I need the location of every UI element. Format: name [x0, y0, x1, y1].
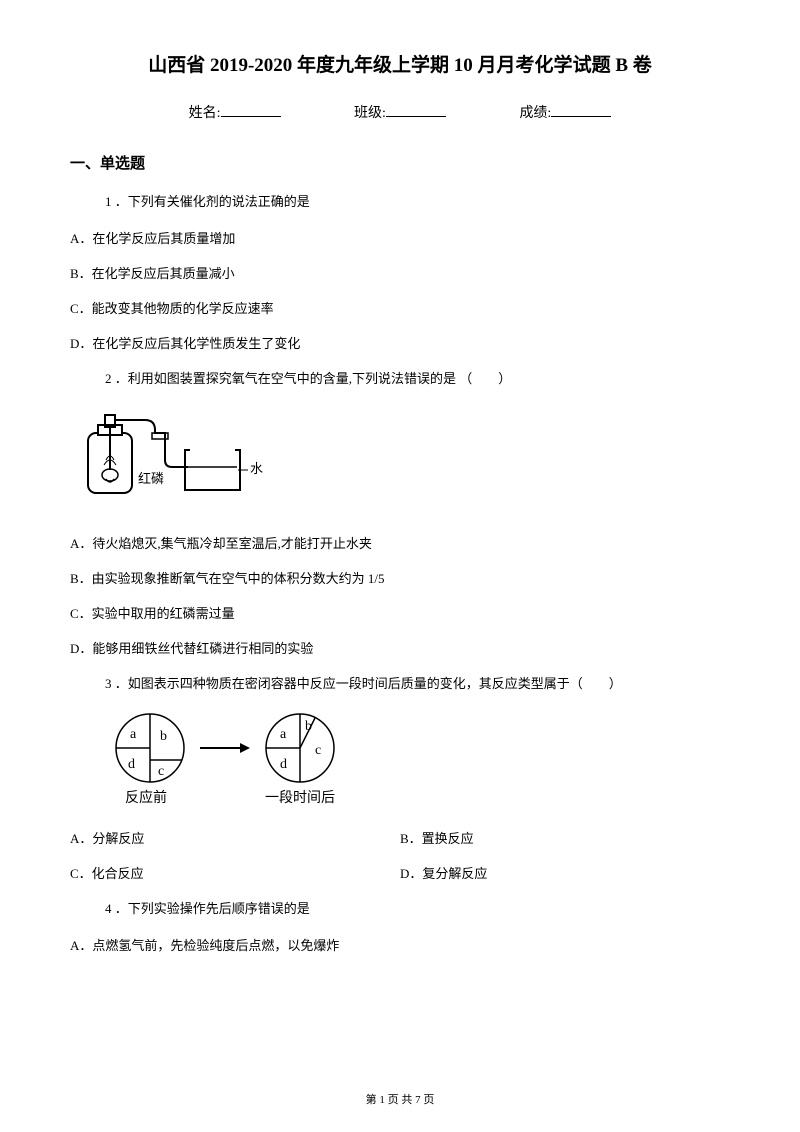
svg-text:d: d [280, 757, 287, 772]
q4-option-a: A．点燃氢气前，先检验纯度后点燃，以免爆炸 [70, 935, 730, 954]
q3-option-b: B．置换反应 [400, 828, 730, 847]
question-2-text: 2 ．利用如图装置探究氧气在空气中的含量,下列说法错误的是 （ ） [105, 368, 730, 387]
q2-option-a: A．待火焰熄灭,集气瓶冷却至室温后,才能打开止水夹 [70, 533, 730, 552]
water-label: 水 [250, 461, 263, 476]
svg-text:b: b [305, 719, 312, 734]
class-blank[interactable] [386, 116, 446, 117]
q1-option-b: B．在化学反应后其质量减小 [70, 263, 730, 282]
q2-diagram: 红磷 水 [70, 405, 730, 515]
svg-text:a: a [130, 727, 137, 742]
question-3-text: 3 ．如图表示四种物质在密闭容器中反应一段时间后质量的变化，其反应类型属于（ ） [105, 673, 730, 692]
section-header: 一、单选题 [70, 152, 730, 173]
question-1-text: 1 ．下列有关催化剂的说法正确的是 [105, 191, 730, 210]
q1-option-c: C．能改变其他物质的化学反应速率 [70, 298, 730, 317]
score-blank[interactable] [551, 116, 611, 117]
svg-text:a: a [280, 727, 287, 742]
q1-option-d: D．在化学反应后其化学性质发生了变化 [70, 333, 730, 352]
svg-text:一段时间后: 一段时间后 [265, 790, 335, 806]
phosphorus-label: 红磷 [138, 471, 164, 486]
page-footer: 第 1 页 共 7 页 [0, 1091, 800, 1107]
svg-text:反应前: 反应前 [125, 789, 167, 806]
q3-options: A．分解反应 B．置换反应 C．化合反应 D．复分解反应 [70, 828, 730, 898]
name-label: 姓名: [189, 102, 221, 122]
name-blank[interactable] [221, 116, 281, 117]
page-title: 山西省 2019-2020 年度九年级上学期 10 月月考化学试题 B 卷 [70, 50, 730, 77]
q3-option-a: A．分解反应 [70, 828, 400, 847]
q3-diagram: a b d c 反应前 a b d c 一段时间后 [100, 710, 730, 810]
svg-text:c: c [158, 764, 164, 779]
svg-text:d: d [128, 757, 135, 772]
q2-option-b: B．由实验现象推断氧气在空气中的体积分数大约为 1/5 [70, 568, 730, 587]
q3-option-c: C．化合反应 [70, 863, 400, 882]
student-info-line: 姓名: 班级: 成绩: [70, 102, 730, 122]
q1-option-a: A．在化学反应后其质量增加 [70, 228, 730, 247]
q3-option-d: D．复分解反应 [400, 863, 730, 882]
q2-option-c: C．实验中取用的红磷需过量 [70, 603, 730, 622]
svg-text:c: c [315, 743, 321, 758]
q2-option-d: D．能够用细铁丝代替红磷进行相同的实验 [70, 638, 730, 657]
class-label: 班级: [354, 102, 386, 122]
svg-text:b: b [160, 729, 167, 744]
question-4-text: 4 ．下列实验操作先后顺序错误的是 [105, 898, 730, 917]
score-label: 成绩: [519, 102, 551, 122]
